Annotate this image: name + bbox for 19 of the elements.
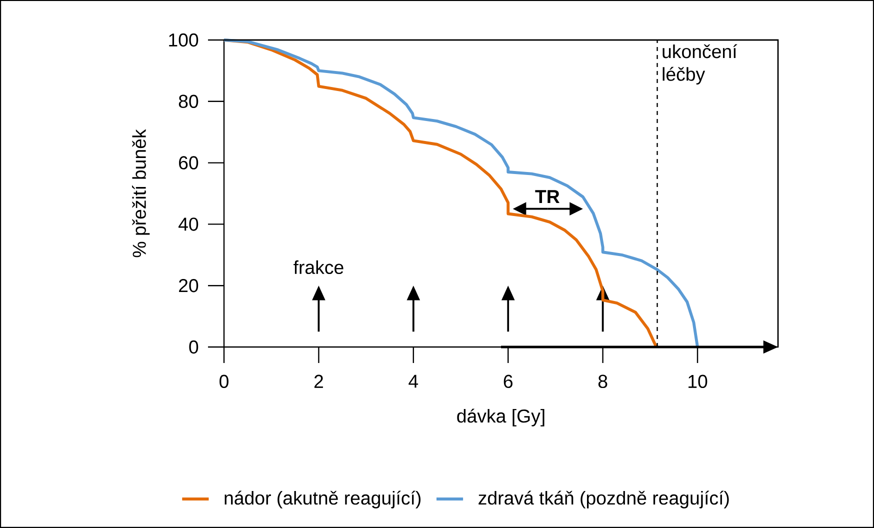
x-tick-label: 0	[220, 374, 228, 388]
x-tick-label: 6	[504, 374, 512, 388]
ref-line-label: ukončení léčby	[662, 44, 738, 85]
legend-label: nádor (akutně reagující)	[224, 490, 421, 508]
y-tick-label: 100	[169, 33, 198, 47]
x-axis-title: dávka [Gy]	[457, 408, 544, 426]
x-tick-label: 2	[314, 374, 323, 388]
y-axis-title: % přežití buněk	[132, 129, 150, 258]
x-tick-label: 4	[408, 374, 418, 388]
annotation: frakce	[294, 260, 344, 274]
y-tick-label: 0	[189, 340, 198, 354]
x-tick-label: 8	[598, 374, 608, 388]
legend-label: zdravá tkáň (pozdně reagující)	[478, 490, 729, 508]
y-tick-label: 60	[179, 156, 198, 170]
y-tick-label: 80	[178, 94, 198, 108]
y-tick-label: 20	[179, 278, 198, 292]
y-tick-label: 40	[178, 218, 198, 231]
x-tick-label: 10	[688, 374, 708, 388]
annotation: TR	[535, 190, 560, 203]
